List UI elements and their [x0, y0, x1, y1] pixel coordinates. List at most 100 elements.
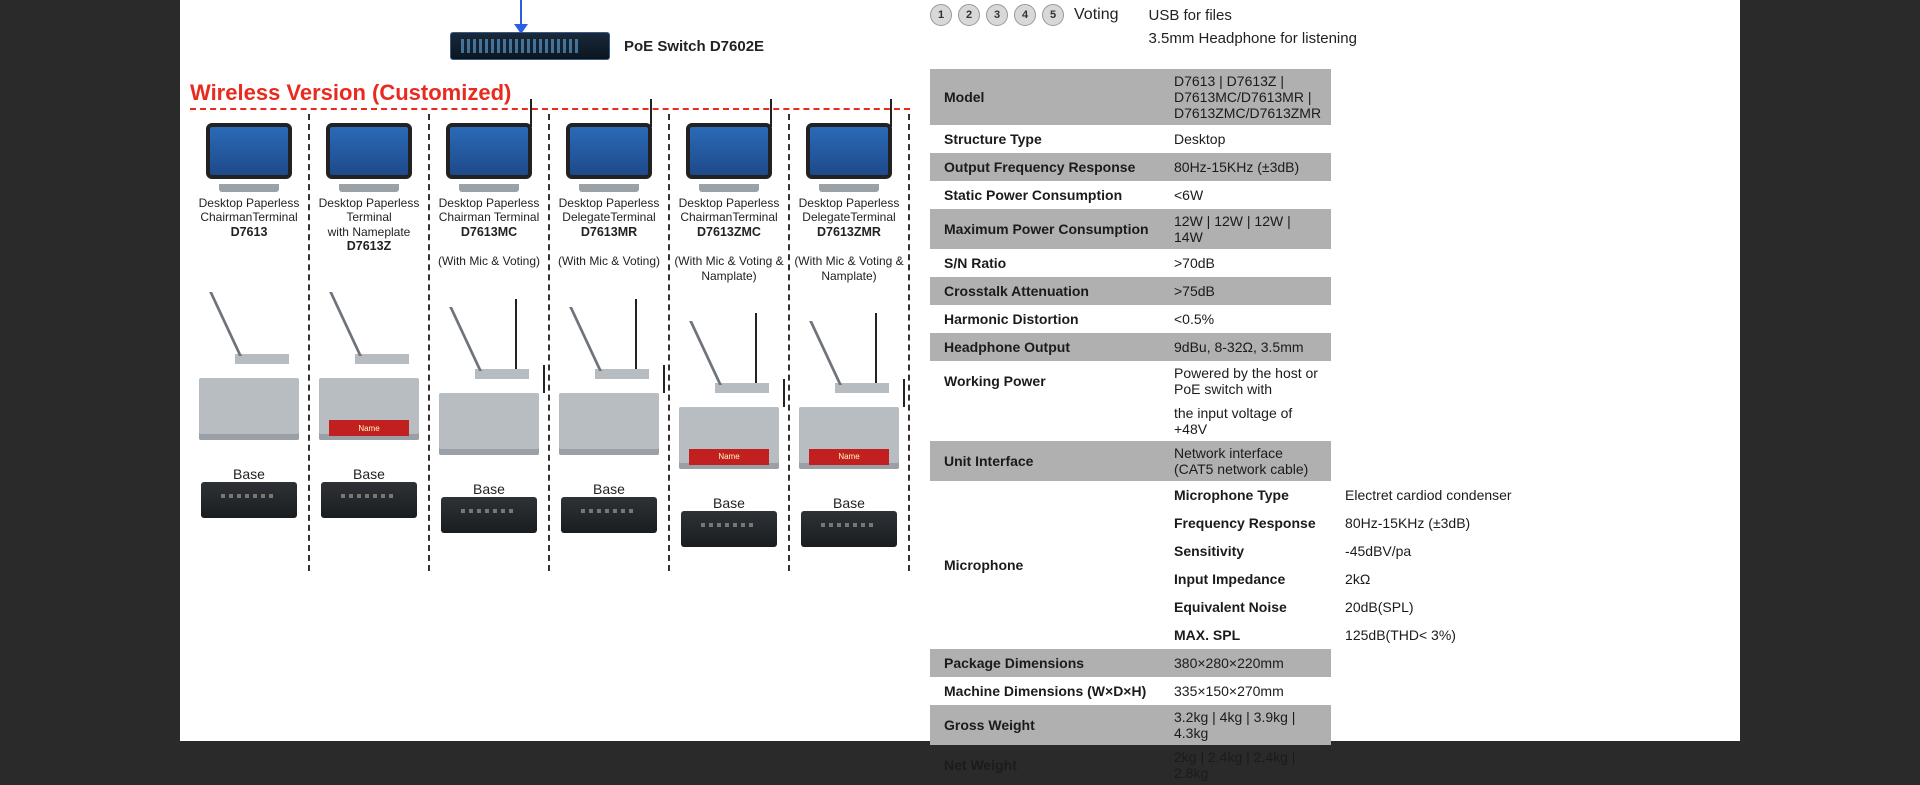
product-caption: Desktop PaperlessChairmanTerminalD7613ZM…	[672, 196, 786, 283]
spec-row: Machine Dimensions (W×D×H)335×150×270mm	[930, 677, 1720, 705]
spec-value: 20dB(SPL)	[1331, 593, 1720, 621]
switch-row: PoE Switch D7602E	[450, 32, 764, 60]
spec-row: MicrophoneMicrophone TypeElectret cardio…	[930, 481, 1720, 509]
spec-key	[930, 401, 1160, 441]
product-front-image	[672, 116, 786, 186]
product-caption: Desktop PaperlessDelegateTerminalD7613MR…	[552, 196, 666, 269]
spec-key: Unit Interface	[930, 441, 1160, 481]
product-column: Desktop PaperlessDelegateTerminalD7613MR…	[550, 114, 670, 571]
product-front-image	[432, 116, 546, 186]
spec-row: Gross Weight3.2kg | 4kg | 3.9kg | 4.3kg	[930, 705, 1720, 745]
product-back-image	[432, 379, 546, 469]
product-side-image	[792, 283, 906, 393]
spec-key: Headphone Output	[930, 333, 1160, 361]
spec-value: Network interface (CAT5 network cable)	[1160, 441, 1331, 481]
right-panel: 1 2 3 4 5 Voting USB for files 3.5mm Hea…	[920, 0, 1740, 741]
spec-key: S/N Ratio	[930, 249, 1160, 277]
product-back-image	[192, 364, 306, 454]
spec-group-label: Microphone	[930, 481, 1160, 649]
base-label: Base	[552, 481, 666, 497]
spec-row: ModelD7613 | D7613Z | D7613MC/D7613MR | …	[930, 69, 1720, 125]
spec-key: Input Impedance	[1160, 565, 1331, 593]
spec-value: the input voltage of +48V	[1160, 401, 1331, 441]
spec-key: Crosstalk Attenuation	[930, 277, 1160, 305]
base-label: Base	[432, 481, 546, 497]
spec-value: 380×280×220mm	[1160, 649, 1331, 677]
product-grid: Desktop PaperlessChairmanTerminalD7613Ba…	[190, 114, 910, 571]
product-side-image	[552, 269, 666, 379]
top-row: 1 2 3 4 5 Voting USB for files 3.5mm Hea…	[930, 4, 1720, 51]
product-side-image	[672, 283, 786, 393]
spec-key: MAX. SPL	[1160, 621, 1331, 649]
product-caption: Desktop PaperlessChairman TerminalD7613M…	[432, 196, 546, 269]
base-label: Base	[312, 466, 426, 482]
product-front-image	[792, 116, 906, 186]
product-front-image	[552, 116, 666, 186]
section-title: Wireless Version (Customized)	[190, 80, 511, 106]
spec-value: 12W | 12W | 12W | 14W	[1160, 209, 1331, 249]
spec-key: Sensitivity	[1160, 537, 1331, 565]
spec-value: 80Hz-15KHz (±3dB)	[1331, 509, 1720, 537]
product-back-image: Name	[792, 393, 906, 483]
product-base-image	[192, 482, 306, 542]
spec-value: 2kΩ	[1331, 565, 1720, 593]
product-back-image: Name	[312, 364, 426, 454]
product-base-image	[552, 497, 666, 557]
spec-row: Net Weight2kg | 2.4kg | 2.4kg | 2.8kg	[930, 745, 1720, 785]
section-divider	[190, 108, 910, 110]
voting-label: Voting	[1074, 6, 1118, 24]
product-column: Desktop PaperlessDelegateTerminalD7613ZM…	[790, 114, 910, 571]
spec-key: Equivalent Noise	[1160, 593, 1331, 621]
product-side-image	[192, 254, 306, 364]
spec-value: Desktop	[1160, 125, 1331, 153]
voting-dot-icon: 4	[1014, 4, 1036, 26]
spec-value: 125dB(THD< 3%)	[1331, 621, 1720, 649]
page: PoE Switch D7602E Wireless Version (Cust…	[180, 0, 1740, 741]
spec-key: Working Power	[930, 361, 1160, 401]
poe-switch-label: PoE Switch D7602E	[624, 38, 764, 55]
voting-dot-icon: 5	[1042, 4, 1064, 26]
spec-row: the input voltage of +48V	[930, 401, 1720, 441]
spec-value: D7613 | D7613Z | D7613MC/D7613MR | D7613…	[1160, 69, 1331, 125]
spec-row: Maximum Power Consumption12W | 12W | 12W…	[930, 209, 1720, 249]
spec-row: S/N Ratio>70dB	[930, 249, 1720, 277]
spec-value: 3.2kg | 4kg | 3.9kg | 4.3kg	[1160, 705, 1331, 745]
product-side-image	[312, 254, 426, 364]
spec-key: Frequency Response	[1160, 509, 1331, 537]
spec-key: Harmonic Distortion	[930, 305, 1160, 333]
poe-switch-image	[450, 32, 610, 60]
voting-block: 1 2 3 4 5 Voting	[930, 4, 1118, 26]
spec-value: <6W	[1160, 181, 1331, 209]
spec-value: Electret cardiod condenser	[1331, 481, 1720, 509]
spec-value: Powered by the host or PoE switch with	[1160, 361, 1331, 401]
spec-key: Maximum Power Consumption	[930, 209, 1160, 249]
note-headphone: 3.5mm Headphone for listening	[1148, 27, 1356, 50]
spec-value: 80Hz-15KHz (±3dB)	[1160, 153, 1331, 181]
voting-dots: 1 2 3 4 5	[930, 4, 1064, 26]
voting-dot-icon: 3	[986, 4, 1008, 26]
product-column: Desktop PaperlessChairman TerminalD7613M…	[430, 114, 550, 571]
spec-key: Structure Type	[930, 125, 1160, 153]
spec-row: Output Frequency Response80Hz-15KHz (±3d…	[930, 153, 1720, 181]
left-panel: PoE Switch D7602E Wireless Version (Cust…	[180, 0, 920, 741]
spec-value: 9dBu, 8-32Ω, 3.5mm	[1160, 333, 1331, 361]
spec-row: Static Power Consumption<6W	[930, 181, 1720, 209]
spec-key: Package Dimensions	[930, 649, 1160, 677]
spec-value: -45dBV/pa	[1331, 537, 1720, 565]
product-base-image	[672, 511, 786, 571]
product-caption: Desktop PaperlessDelegateTerminalD7613ZM…	[792, 196, 906, 283]
spec-table: ModelD7613 | D7613Z | D7613MC/D7613MR | …	[930, 69, 1720, 785]
product-column: Desktop PaperlessTerminalwith NameplateD…	[310, 114, 430, 571]
spec-key: Gross Weight	[930, 705, 1160, 745]
spec-key: Static Power Consumption	[930, 181, 1160, 209]
spec-row: Headphone Output9dBu, 8-32Ω, 3.5mm	[930, 333, 1720, 361]
spec-row: Structure TypeDesktop	[930, 125, 1720, 153]
spec-value: 2kg | 2.4kg | 2.4kg | 2.8kg	[1160, 745, 1331, 785]
product-column: Desktop PaperlessChairmanTerminalD7613Ba…	[190, 114, 310, 571]
spec-key: Output Frequency Response	[930, 153, 1160, 181]
product-front-image	[312, 116, 426, 186]
product-back-image	[552, 379, 666, 469]
spec-row: Package Dimensions380×280×220mm	[930, 649, 1720, 677]
spec-value: 335×150×270mm	[1160, 677, 1331, 705]
spec-row: Working PowerPowered by the host or PoE …	[930, 361, 1720, 401]
